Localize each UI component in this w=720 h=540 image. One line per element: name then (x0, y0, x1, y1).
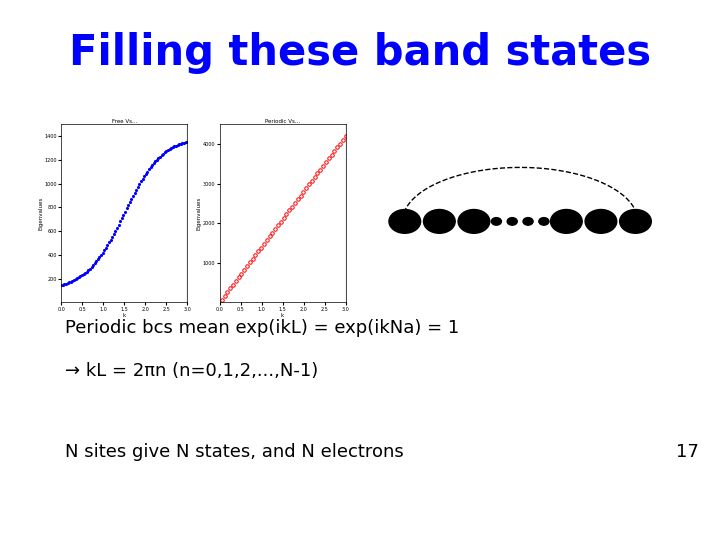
Circle shape (523, 218, 533, 225)
Circle shape (551, 210, 582, 233)
Circle shape (507, 218, 517, 225)
Circle shape (458, 210, 490, 233)
Circle shape (491, 218, 501, 225)
Title: Periodic Vs...: Periodic Vs... (265, 119, 300, 124)
Y-axis label: Eigenvalues: Eigenvalues (38, 197, 43, 230)
Circle shape (539, 218, 549, 225)
Text: N sites give N states, and N electrons: N sites give N states, and N electrons (65, 443, 403, 461)
Text: Filling these band states: Filling these band states (69, 32, 651, 75)
Text: Periodic bcs mean exp(ikL) = exp(ikNa) = 1: Periodic bcs mean exp(ikL) = exp(ikNa) =… (65, 319, 459, 336)
Circle shape (423, 210, 455, 233)
X-axis label: k: k (122, 313, 126, 318)
Circle shape (389, 210, 420, 233)
Title: Free Vs...: Free Vs... (112, 119, 137, 124)
Circle shape (620, 210, 652, 233)
Circle shape (585, 210, 617, 233)
X-axis label: k: k (281, 313, 284, 318)
Text: → kL = 2πn (n=0,1,2,...,N-1): → kL = 2πn (n=0,1,2,...,N-1) (65, 362, 318, 380)
Text: 17: 17 (675, 443, 698, 461)
Y-axis label: Eigenvalues: Eigenvalues (197, 197, 202, 230)
